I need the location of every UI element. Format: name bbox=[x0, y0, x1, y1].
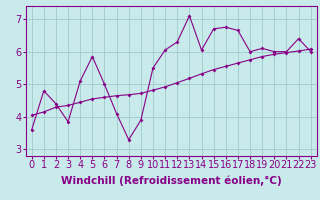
X-axis label: Windchill (Refroidissement éolien,°C): Windchill (Refroidissement éolien,°C) bbox=[61, 176, 282, 186]
